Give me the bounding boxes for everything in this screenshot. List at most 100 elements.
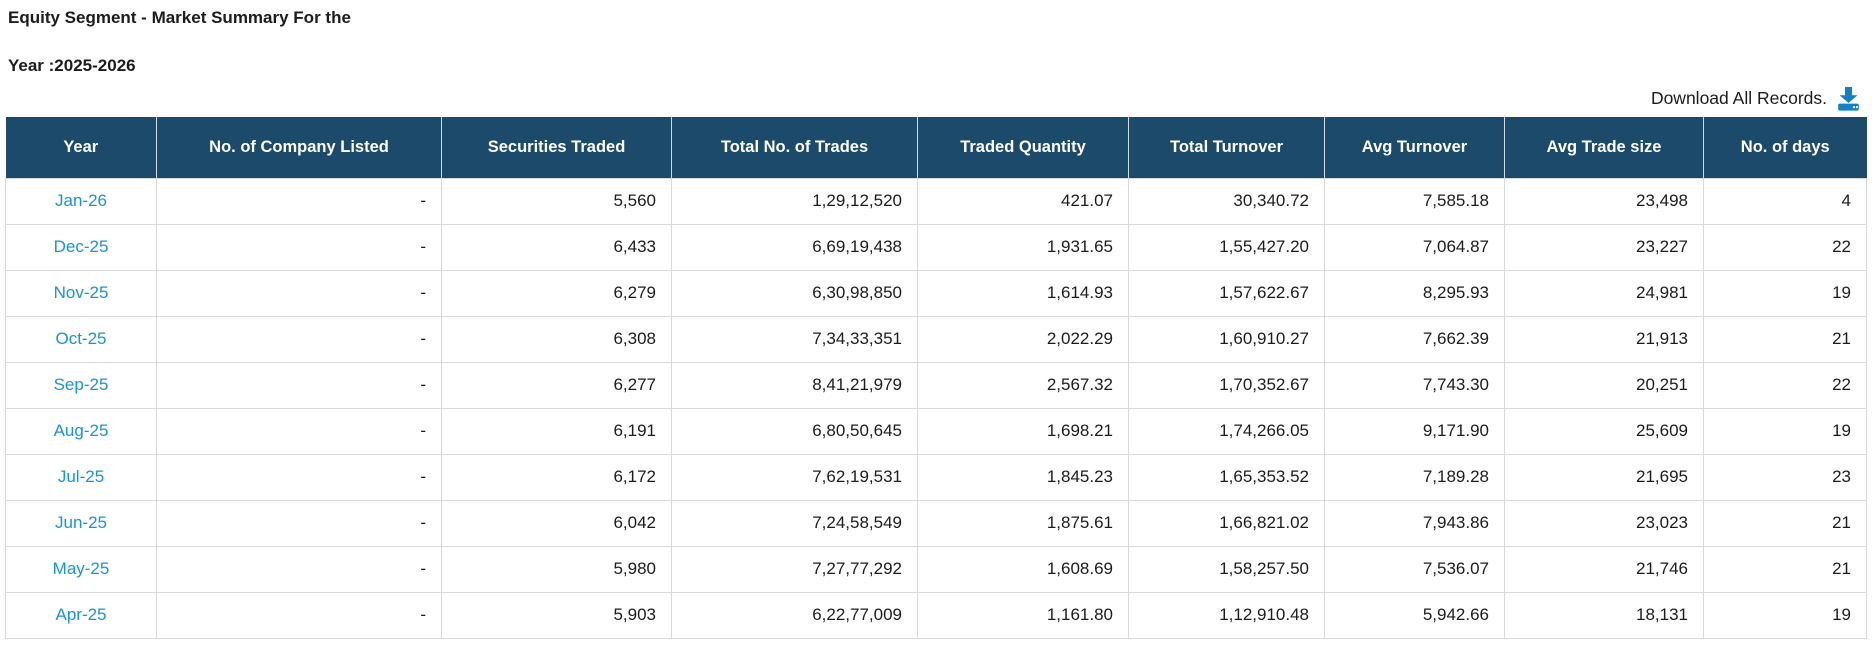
data-cell: -	[156, 499, 442, 547]
data-cell: 22	[1703, 223, 1867, 271]
data-cell: 22	[1703, 361, 1867, 409]
data-cell: 7,662.39	[1324, 315, 1505, 363]
year-link[interactable]: Oct-25	[55, 329, 107, 348]
year-cell: Jan-26	[5, 177, 157, 225]
data-cell: 1,12,910.48	[1128, 591, 1325, 639]
data-cell: 1,74,266.05	[1128, 407, 1325, 455]
table-row: Aug-25 -6,191 6,80,50,645 1,698.21 1,74,266.…	[5, 407, 1867, 455]
year-cell: Jun-25	[5, 499, 157, 547]
data-cell: 1,60,910.27	[1128, 315, 1325, 363]
column-header-total-turnover: Total Turnover	[1128, 117, 1325, 178]
data-cell: 7,27,77,292	[671, 545, 918, 593]
download-all-records-link[interactable]: Download All Records.	[1651, 86, 1862, 111]
data-cell: 21,695	[1504, 453, 1704, 501]
year-cell: Dec-25	[5, 223, 157, 271]
data-cell: 30,340.72	[1128, 177, 1325, 225]
year-link[interactable]: May-25	[52, 559, 110, 578]
data-cell: 6,277	[441, 361, 672, 409]
data-cell: -	[156, 407, 442, 455]
data-cell: 6,172	[441, 453, 672, 501]
data-cell: 9,171.90	[1324, 407, 1505, 455]
year-cell: Sep-25	[5, 361, 157, 409]
column-header-total-no-of-trades: Total No. of Trades	[671, 117, 918, 178]
data-cell: 19	[1703, 269, 1867, 317]
data-cell: 7,24,58,549	[671, 499, 918, 547]
year-link[interactable]: Sep-25	[53, 375, 109, 394]
data-cell: -	[156, 315, 442, 363]
year-cell: May-25	[5, 545, 157, 593]
data-cell: 23,227	[1504, 223, 1704, 271]
year-link[interactable]: Aug-25	[53, 421, 109, 440]
data-cell: 2,567.32	[917, 361, 1129, 409]
data-cell: 1,57,622.67	[1128, 269, 1325, 317]
data-cell: 1,875.61	[917, 499, 1129, 547]
data-cell: 1,698.21	[917, 407, 1129, 455]
year-link[interactable]: Jul-25	[57, 467, 105, 486]
year-link[interactable]: Nov-25	[53, 283, 109, 302]
data-cell: 8,295.93	[1324, 269, 1505, 317]
data-cell: 6,80,50,645	[671, 407, 918, 455]
data-cell: 2,022.29	[917, 315, 1129, 363]
column-header-avg-turnover: Avg Turnover	[1324, 117, 1505, 178]
page-title-line2: Year :2025-2026	[8, 56, 136, 75]
data-cell: 6,308	[441, 315, 672, 363]
data-cell: -	[156, 361, 442, 409]
data-cell: -	[156, 591, 442, 639]
data-cell: 23,023	[1504, 499, 1704, 547]
year-cell: Nov-25	[5, 269, 157, 317]
data-cell: 1,161.80	[917, 591, 1129, 639]
data-cell: 24,981	[1504, 269, 1704, 317]
year-link[interactable]: Jan-26	[55, 191, 107, 210]
table-row: Sep-25 -6,277 8,41,21,979 2,567.32 1,70,352.…	[5, 361, 1867, 409]
data-cell: 1,29,12,520	[671, 177, 918, 225]
data-cell: 1,608.69	[917, 545, 1129, 593]
table-row: Nov-25 -6,279 6,30,98,850 1,614.93 1,57,622.…	[5, 269, 1867, 317]
year-cell: Aug-25	[5, 407, 157, 455]
table-row: Jun-25 -6,042 7,24,58,549 1,875.61 1,66,821.…	[5, 499, 1867, 547]
data-cell: 6,30,98,850	[671, 269, 918, 317]
data-cell: 20,251	[1504, 361, 1704, 409]
table-row: May-25 -5,980 7,27,77,292 1,608.69 1,58,257.…	[5, 545, 1867, 593]
data-cell: 6,69,19,438	[671, 223, 918, 271]
data-cell: 19	[1703, 591, 1867, 639]
data-cell: 21	[1703, 545, 1867, 593]
year-link[interactable]: Jun-25	[55, 513, 107, 532]
column-header-avg-trade-size: Avg Trade size	[1504, 117, 1704, 178]
data-cell: 7,064.87	[1324, 223, 1505, 271]
year-link[interactable]: Dec-25	[53, 237, 109, 256]
download-icon[interactable]	[1835, 86, 1862, 111]
data-cell: 1,65,353.52	[1128, 453, 1325, 501]
column-header-traded-quantity: Traded Quantity	[917, 117, 1129, 178]
data-cell: 1,58,257.50	[1128, 545, 1325, 593]
table-row: Oct-25 -6,308 7,34,33,351 2,022.29 1,60,910.…	[5, 315, 1867, 363]
market-summary-table: Year No. of Company Listed Securities Trad…	[5, 117, 1867, 639]
data-cell: 6,279	[441, 269, 672, 317]
year-cell: Apr-25	[5, 591, 157, 639]
data-cell: -	[156, 269, 442, 317]
data-cell: 5,903	[441, 591, 672, 639]
data-cell: 7,585.18	[1324, 177, 1505, 225]
data-cell: 7,62,19,531	[671, 453, 918, 501]
download-all-records-label: Download All Records.	[1650, 88, 1827, 108]
data-cell: -	[156, 453, 442, 501]
table-row: Jan-26 -5,560 1,29,12,520 421.07 30,340.72 7,…	[5, 177, 1867, 225]
data-cell: 21,746	[1504, 545, 1704, 593]
download-bar: Download All Records.	[0, 76, 1873, 117]
data-cell: 23	[1703, 453, 1867, 501]
column-header-no-of-company-listed: No. of Company Listed	[156, 117, 442, 178]
page-title-line1: Equity Segment - Market Summary For the	[8, 8, 351, 27]
data-cell: -	[156, 545, 442, 593]
data-cell: 6,042	[441, 499, 672, 547]
data-cell: 421.07	[917, 177, 1129, 225]
data-cell: 23,498	[1504, 177, 1704, 225]
column-header-year: Year	[5, 117, 157, 178]
data-cell: 1,614.93	[917, 269, 1129, 317]
table-header-row: Year No. of Company Listed Securities Trad…	[5, 117, 1867, 178]
data-cell: 5,560	[441, 177, 672, 225]
table-row: Jul-25 -6,172 7,62,19,531 1,845.23 1,65,353.…	[5, 453, 1867, 501]
data-cell: 1,66,821.02	[1128, 499, 1325, 547]
data-cell: 21,913	[1504, 315, 1704, 363]
data-cell: 6,433	[441, 223, 672, 271]
data-cell: 21	[1703, 315, 1867, 363]
year-link[interactable]: Apr-25	[55, 605, 107, 624]
